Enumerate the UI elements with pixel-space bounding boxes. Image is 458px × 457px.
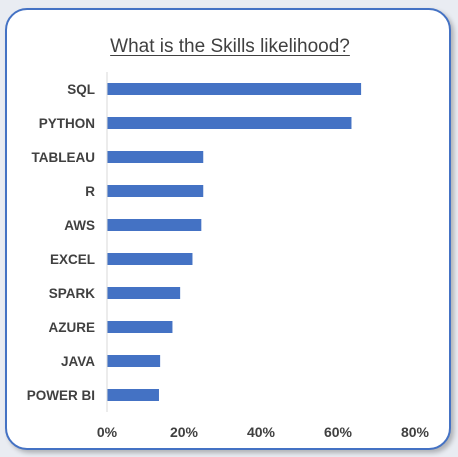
bar-python [107,117,352,129]
bar-r [107,185,204,197]
category-label-tableau: TABLEAU [32,150,96,165]
bar-sql [107,83,362,95]
x-tick-labels: 0% 20% 40% 60% 80% [97,424,430,440]
x-tick-label: 20% [170,424,199,440]
bar-chart: SQL PYTHON TABLEAU R AWS EXCEL SPARK AZURE JAVA P… [27,72,430,440]
category-label-r: R [85,184,95,199]
bar-java [107,355,161,367]
category-label-sql: SQL [67,82,95,97]
x-tick-label: 40% [247,424,276,440]
x-tick-label: 0% [97,424,118,440]
x-tick-label: 80% [401,424,430,440]
category-label-excel: EXCEL [50,252,95,267]
bar-azure [107,321,173,333]
bar-power-bi [107,389,159,401]
bar-excel [107,253,193,265]
category-labels: SQL PYTHON TABLEAU R AWS EXCEL SPARK AZURE JAVA P… [27,82,96,403]
bar-spark [107,287,181,299]
category-label-java: JAVA [61,354,95,369]
category-label-spark: SPARK [49,286,96,301]
category-label-power-bi: POWER BI [27,388,95,403]
chart-title: What is the Skills likelihood? [110,36,350,57]
category-label-aws: AWS [64,218,95,233]
bar-tableau [107,151,204,163]
category-label-python: PYTHON [39,116,95,131]
chart-card: What is the Skills likelihood? SQL PYTHON… [5,8,451,450]
bar-aws [107,219,202,231]
bars-layer [107,83,362,401]
category-label-azure: AZURE [49,320,96,335]
x-tick-label: 60% [324,424,353,440]
